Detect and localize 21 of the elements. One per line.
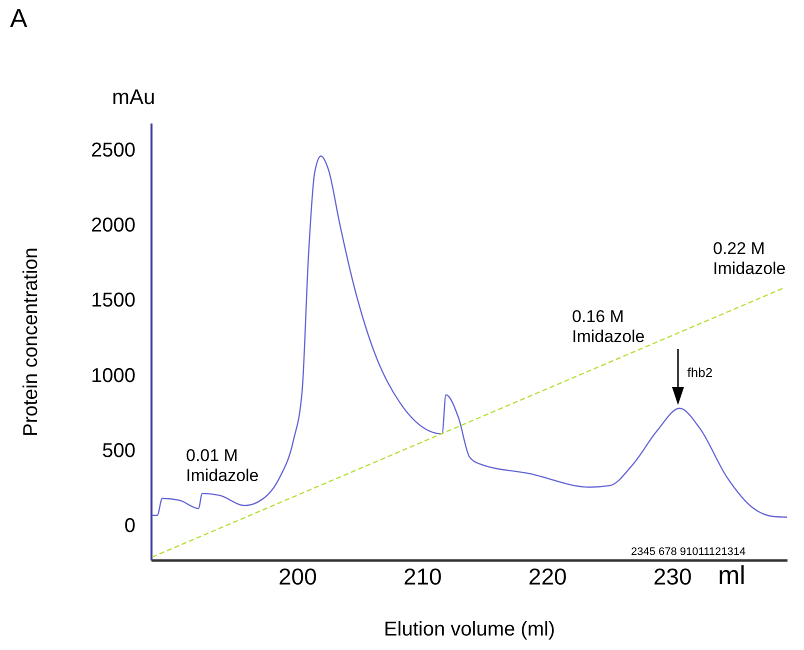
x-tick-label: 210 <box>403 564 442 590</box>
line-series <box>152 155 787 518</box>
annotation: 2345 678 91011121314 <box>631 546 746 558</box>
annotation: ml <box>718 560 746 590</box>
annotation: 0.01 M Imidazole <box>186 446 259 486</box>
y-tick-label: 1500 <box>91 290 136 312</box>
annotation: fhb2 <box>687 365 713 380</box>
y-tick-label: 500 <box>102 440 136 462</box>
annotation: 0.16 M Imidazole <box>572 307 645 347</box>
y-tick-label: 0 <box>124 514 136 537</box>
x-tick-label: 220 <box>528 564 567 590</box>
y-tick-label: 2000 <box>91 214 136 237</box>
y-tick-label: 1000 <box>91 364 136 387</box>
y-axis-title: Protein concentration <box>20 247 42 437</box>
text: A <box>10 3 28 33</box>
text: mAu <box>112 86 156 109</box>
annotation: 0.22 M Imidazole <box>713 239 786 279</box>
x-tick-label: 200 <box>278 564 317 590</box>
x-tick-label: 230 <box>653 564 692 590</box>
y-tick-label: 2500 <box>91 140 136 162</box>
x-axis-title: Elution volume (ml) <box>384 618 556 640</box>
